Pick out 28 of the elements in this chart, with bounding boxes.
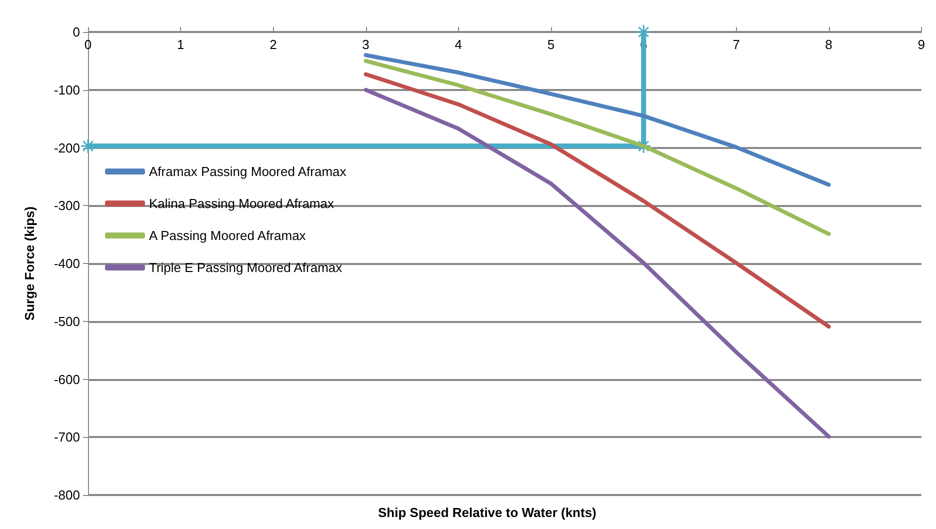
x-tick-label: 0 [84, 37, 92, 52]
y-tick-label: -100 [54, 82, 80, 98]
y-tick-label: 0 [72, 24, 80, 40]
line-series [364, 58, 831, 236]
legend-label: A Passing Moored Aframax [149, 228, 306, 243]
x-tick-label: 2 [270, 37, 277, 52]
x-tick-label: 8 [825, 37, 832, 52]
line-series [364, 72, 831, 329]
x-tick-label: 9 [918, 37, 925, 52]
x-tick-label: 5 [547, 37, 555, 52]
legend-label: Triple E Passing Moored Aframax [149, 260, 343, 275]
legend-label: Kalina Passing Moored Aframax [149, 196, 334, 211]
x-axis-title: Ship Speed Relative to Water (knts) [378, 505, 596, 520]
x-tick-label: 4 [454, 37, 462, 52]
y-tick-label: -600 [54, 372, 80, 387]
x-tick-label: 3 [362, 37, 370, 52]
y-tick-label: -300 [54, 198, 80, 214]
x-tick-label: 7 [732, 37, 740, 52]
line-series [364, 88, 831, 439]
y-axis-title: Surge Force (kips) [22, 206, 37, 321]
y-tick-label: -700 [54, 430, 80, 445]
line-series [364, 53, 831, 187]
y-tick-label: -400 [54, 256, 80, 271]
y-tick-label: -500 [54, 314, 80, 329]
y-tick-label: -800 [54, 488, 80, 502]
y-tick-label: -200 [54, 140, 80, 156]
legend-label: Aframax Passing Moored Aframax [149, 164, 347, 179]
x-tick-label: 1 [176, 37, 184, 52]
